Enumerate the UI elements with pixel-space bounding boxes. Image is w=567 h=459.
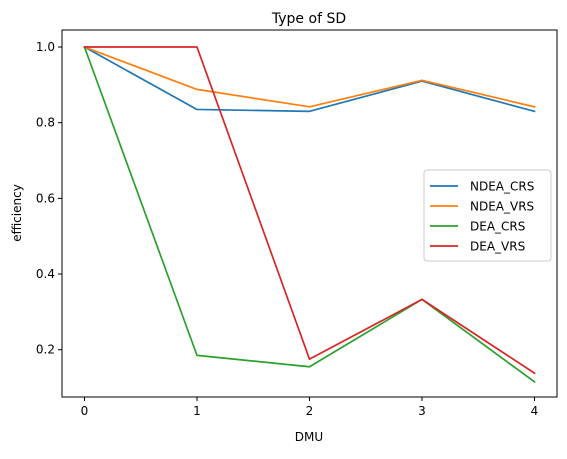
y-tick-label: 0.4 [36, 267, 55, 281]
legend-label: DEA_VRS [470, 240, 525, 254]
y-axis-label: efficiency [10, 184, 24, 242]
legend-label: NDEA_VRS [470, 200, 534, 214]
y-tick-label: 0.6 [36, 191, 55, 205]
x-axis-label: DMU [295, 430, 323, 444]
y-tick-label: 0.2 [36, 343, 55, 357]
x-tick-label: 2 [306, 404, 314, 418]
legend: NDEA_CRS NDEA_VRS DEA_CRS DEA_VRS [424, 170, 551, 261]
y-tick-label: 0.8 [36, 116, 55, 130]
series-line-ndea-crs [85, 47, 535, 111]
chart-title: Type of SD [271, 11, 346, 27]
legend-label: DEA_CRS [470, 220, 525, 234]
x-tick-label: 4 [531, 404, 539, 418]
legend-label: NDEA_CRS [470, 180, 534, 194]
y-tick-label: 1.0 [36, 40, 55, 54]
x-tick-label: 0 [81, 404, 89, 418]
x-tick-label: 3 [418, 404, 426, 418]
x-tick-label: 1 [193, 404, 201, 418]
series-line-ndea-vrs [85, 47, 535, 107]
